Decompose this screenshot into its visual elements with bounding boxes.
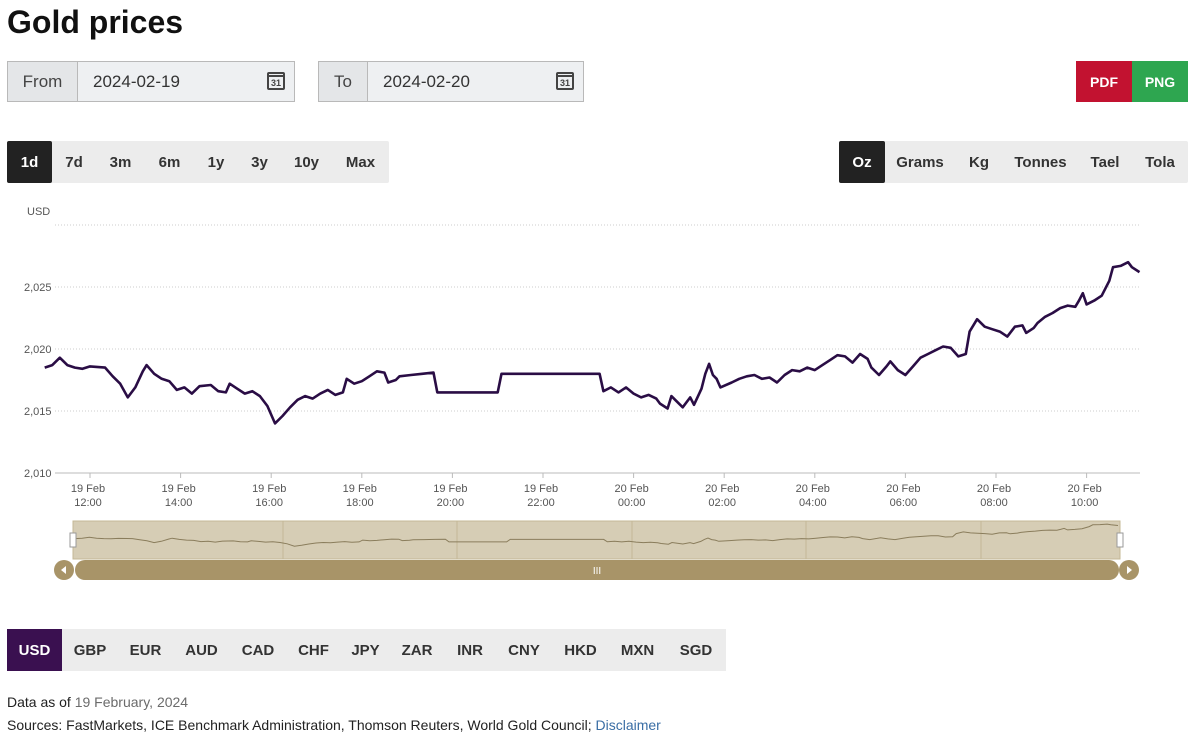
x-tick-time: 20:00: [437, 497, 465, 509]
x-tick-time: 22:00: [527, 497, 555, 509]
navigator-series-line: [74, 523, 1119, 547]
currency-jpy-button[interactable]: JPY: [351, 641, 380, 659]
calendar-icon[interactable]: 31: [267, 72, 285, 90]
pdf-export-button[interactable]: PDF: [1076, 61, 1132, 102]
x-tick-date: 20 Feb: [886, 483, 920, 495]
price-chart: USD 2,010 2,015 2,020 2,025 19 Feb 12:00 19 F…: [0, 195, 1200, 595]
from-date-field[interactable]: From 2024-02-19 31: [7, 61, 295, 102]
unit-tola-button[interactable]: Tola: [1145, 153, 1175, 171]
x-tick-date: 19 Feb: [161, 483, 195, 495]
period-10y-button[interactable]: 10y: [293, 153, 320, 171]
chevron-right-icon: [1127, 566, 1132, 574]
y-tick-label: 2,025: [24, 282, 52, 294]
sources-text: Sources: FastMarkets, ICE Benchmark Admi…: [7, 717, 592, 733]
png-export-button[interactable]: PNG: [1132, 61, 1188, 102]
navigator-left-handle[interactable]: [69, 532, 77, 548]
period-max-button[interactable]: Max: [345, 153, 376, 171]
x-tick-time: 16:00: [255, 497, 283, 509]
currency-mxn-button[interactable]: MXN: [620, 641, 655, 659]
x-tick-date: 19 Feb: [71, 483, 105, 495]
x-tick-date: 20 Feb: [796, 483, 830, 495]
currency-eur-button[interactable]: EUR: [129, 641, 162, 659]
currency-cad-button[interactable]: CAD: [241, 641, 275, 659]
x-tick-time: 06:00: [890, 497, 918, 509]
currency-zar-button[interactable]: ZAR: [401, 641, 433, 659]
period-6m-button[interactable]: 6m: [158, 153, 181, 171]
price-series-line: [44, 260, 1141, 425]
from-date-value: 2024-02-19: [93, 71, 180, 91]
unit-grams-button[interactable]: Grams: [896, 153, 944, 171]
x-tick-date: 20 Feb: [705, 483, 739, 495]
x-tick-time: 18:00: [346, 497, 374, 509]
x-tick-date: 19 Feb: [433, 483, 467, 495]
x-tick-date: 20 Feb: [614, 483, 648, 495]
calendar-icon[interactable]: 31: [556, 72, 574, 90]
price-chart-svg: USD 2,010 2,015 2,020 2,025 19 Feb 12:00 19 F…: [24, 206, 1141, 580]
y-tick-label: 2,010: [24, 468, 52, 480]
data-as-of: Data as of 19 February, 2024: [7, 694, 188, 710]
scrollbar-grip: III: [593, 566, 601, 577]
to-date-value: 2024-02-20: [383, 71, 470, 91]
currency-hkd-button[interactable]: HKD: [564, 641, 597, 659]
x-tick-date: 20 Feb: [977, 483, 1011, 495]
to-label: To: [319, 62, 368, 101]
y-axis-label: USD: [27, 206, 50, 218]
x-tick-time: 14:00: [165, 497, 193, 509]
unit-oz-button[interactable]: Oz: [839, 141, 885, 183]
currency-sgd-button[interactable]: SGD: [679, 641, 713, 659]
to-date-input[interactable]: 2024-02-20 31: [368, 62, 583, 101]
data-as-of-date: 19 February, 2024: [74, 694, 189, 710]
x-tick-time: 10:00: [1071, 497, 1099, 509]
unit-selector: Oz Grams Kg Tonnes Tael Tola: [839, 141, 1188, 183]
unit-kg-button[interactable]: Kg: [969, 153, 989, 171]
to-date-field[interactable]: To 2024-02-20 31: [318, 61, 584, 102]
from-label: From: [8, 62, 78, 101]
page-title: Gold prices: [7, 4, 184, 40]
period-1d-button[interactable]: 1d: [7, 141, 52, 183]
data-as-of-label: Data as of: [7, 694, 71, 710]
unit-tonnes-button[interactable]: Tonnes: [1014, 153, 1067, 171]
navigator-window[interactable]: [72, 520, 1121, 560]
y-tick-label: 2,015: [24, 406, 52, 418]
x-tick-date: 19 Feb: [343, 483, 377, 495]
x-tick-date: 19 Feb: [524, 483, 558, 495]
navigator-scrollbar[interactable]: [75, 560, 1119, 580]
period-1y-button[interactable]: 1y: [207, 153, 225, 171]
currency-selector: USD GBP EUR AUD CAD CHF JPY ZAR INR CNY …: [7, 629, 726, 671]
period-selector: 1d 7d 3m 6m 1y 3y 10y Max: [7, 141, 389, 183]
currency-gbp-button[interactable]: GBP: [73, 641, 107, 659]
period-3y-button[interactable]: 3y: [251, 153, 268, 171]
period-3m-button[interactable]: 3m: [109, 153, 132, 171]
currency-aud-button[interactable]: AUD: [185, 641, 218, 659]
x-tick-date: 19 Feb: [252, 483, 286, 495]
sources: Sources: FastMarkets, ICE Benchmark Admi…: [7, 717, 661, 733]
period-7d-button[interactable]: 7d: [65, 153, 83, 171]
x-tick-time: 04:00: [799, 497, 827, 509]
x-tick-time: 02:00: [708, 497, 736, 509]
currency-inr-button[interactable]: INR: [457, 641, 483, 659]
x-tick-time: 08:00: [980, 497, 1008, 509]
x-tick-date: 20 Feb: [1067, 483, 1101, 495]
x-tick-time: 00:00: [618, 497, 646, 509]
from-date-input[interactable]: 2024-02-19 31: [78, 62, 294, 101]
y-tick-label: 2,020: [24, 344, 52, 356]
chevron-left-icon: [61, 566, 66, 574]
unit-tael-button[interactable]: Tael: [1090, 153, 1120, 171]
navigator-right-handle[interactable]: [1116, 532, 1124, 548]
x-tick-time: 12:00: [74, 497, 102, 509]
currency-chf-button[interactable]: CHF: [298, 641, 329, 659]
currency-cny-button[interactable]: CNY: [508, 641, 540, 659]
disclaimer-link[interactable]: Disclaimer: [595, 717, 661, 733]
currency-usd-button[interactable]: USD: [7, 629, 62, 671]
